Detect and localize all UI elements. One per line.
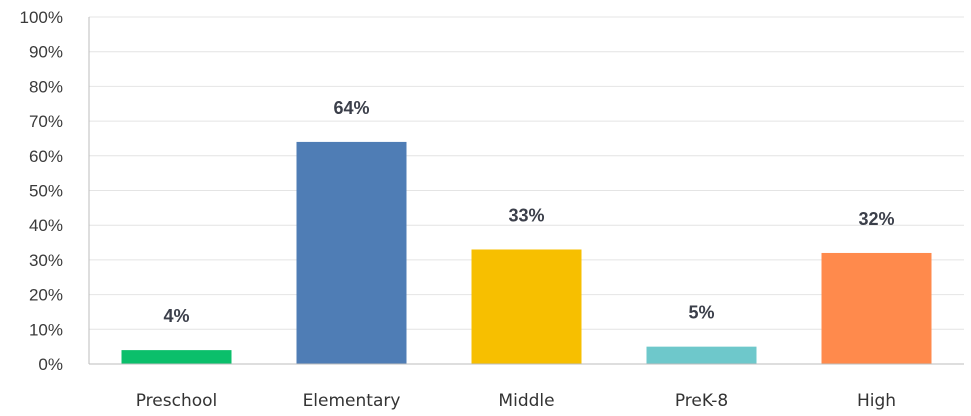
bar-middle <box>471 249 582 364</box>
data-label: 32% <box>858 209 894 229</box>
data-label: 64% <box>333 98 369 118</box>
bar-preschool <box>121 350 232 364</box>
bar-high <box>821 252 932 364</box>
data-label: 4% <box>163 306 189 326</box>
x-category-label: Preschool <box>136 391 218 411</box>
data-label: 33% <box>508 205 544 225</box>
y-tick-label: 80% <box>29 77 63 96</box>
gridlines <box>89 16 964 330</box>
y-tick-label: 30% <box>29 251 63 270</box>
y-tick-label: 70% <box>29 112 63 131</box>
y-tick-label: 40% <box>29 216 63 235</box>
x-category-label: Elementary <box>303 391 401 411</box>
y-tick-label: 90% <box>29 43 63 62</box>
data-labels: 4% 64% 33% 5% 32% <box>163 98 894 326</box>
y-tick-label: 20% <box>29 286 63 305</box>
bars <box>121 141 932 364</box>
y-tick-label: 100% <box>20 8 63 27</box>
x-category-label: High <box>857 391 896 411</box>
y-tick-label: 10% <box>29 320 63 339</box>
y-tick-label: 60% <box>29 147 63 166</box>
x-axis-category-labels: Preschool Elementary Middle PreK-8 High <box>136 391 896 411</box>
y-tick-label: 50% <box>29 182 63 201</box>
y-tick-label: 0% <box>38 355 63 374</box>
bar-prek-8 <box>646 346 757 364</box>
x-category-label: Middle <box>498 391 554 411</box>
data-label: 5% <box>688 303 714 323</box>
x-category-label: PreK-8 <box>675 391 728 411</box>
y-axis-tick-labels: 0% 10% 20% 30% 40% 50% 60% 70% 80% 90% 100% <box>20 8 63 374</box>
bar-elementary <box>296 141 407 364</box>
